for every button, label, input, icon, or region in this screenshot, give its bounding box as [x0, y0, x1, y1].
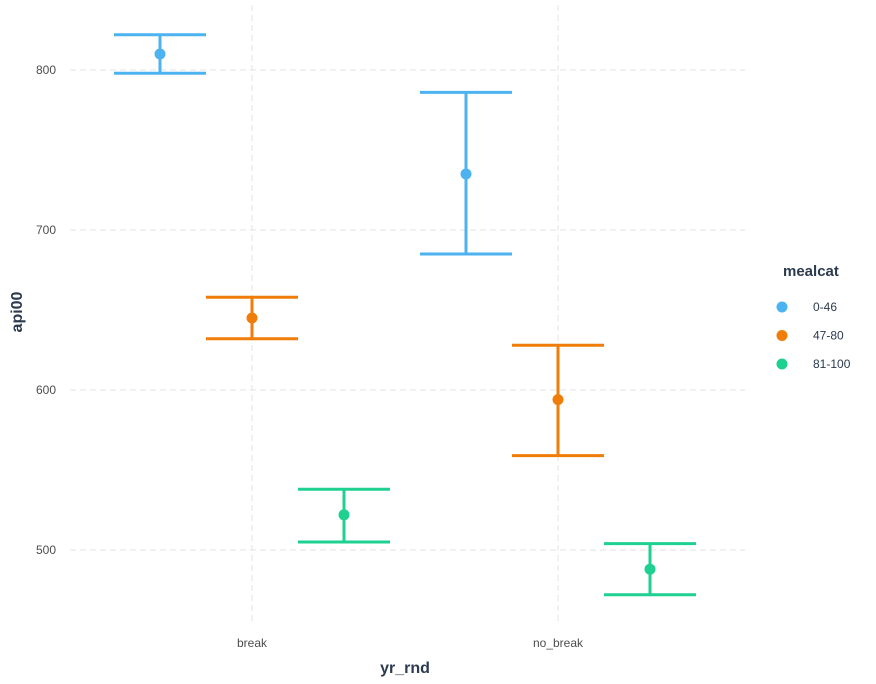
- y-tick-label: 500: [36, 543, 56, 557]
- y-axis: 500 600 700 800: [36, 63, 56, 557]
- data-point: [644, 563, 656, 575]
- legend-label: 0-46: [813, 300, 837, 314]
- legend: mealcat 0-46 47-80 81-100: [776, 263, 851, 371]
- errorbar-47-80-break: [206, 295, 298, 341]
- errorbar-0-46-no_break: [420, 90, 512, 256]
- y-tick-label: 600: [36, 383, 56, 397]
- legend-key-47-80: [776, 330, 788, 341]
- x-axis: break no_break: [237, 636, 584, 650]
- data-point: [338, 509, 350, 521]
- data-point: [154, 48, 166, 60]
- x-axis-title: yr_rnd: [380, 660, 430, 677]
- data-point: [552, 394, 564, 406]
- legend-label: 81-100: [813, 357, 851, 371]
- y-axis-title: api00: [9, 291, 26, 332]
- grid-lines: [70, 5, 745, 622]
- plot-marks: [114, 33, 696, 597]
- y-tick-label: 800: [36, 63, 56, 77]
- legend-key-0-46: [776, 301, 788, 313]
- legend-key-81-100: [776, 358, 788, 370]
- errorbar-81-100-break: [298, 487, 390, 544]
- y-tick-label: 700: [36, 223, 56, 237]
- errorbar-47-80-no_break: [512, 343, 604, 458]
- data-point: [246, 312, 258, 324]
- data-point: [460, 168, 472, 180]
- legend-label: 47-80: [813, 329, 844, 343]
- errorbar-0-46-break: [114, 33, 206, 75]
- x-tick-label: no_break: [533, 636, 584, 650]
- legend-title: mealcat: [783, 263, 839, 280]
- x-tick-label: break: [237, 636, 268, 650]
- errorbar-81-100-no_break: [604, 542, 696, 597]
